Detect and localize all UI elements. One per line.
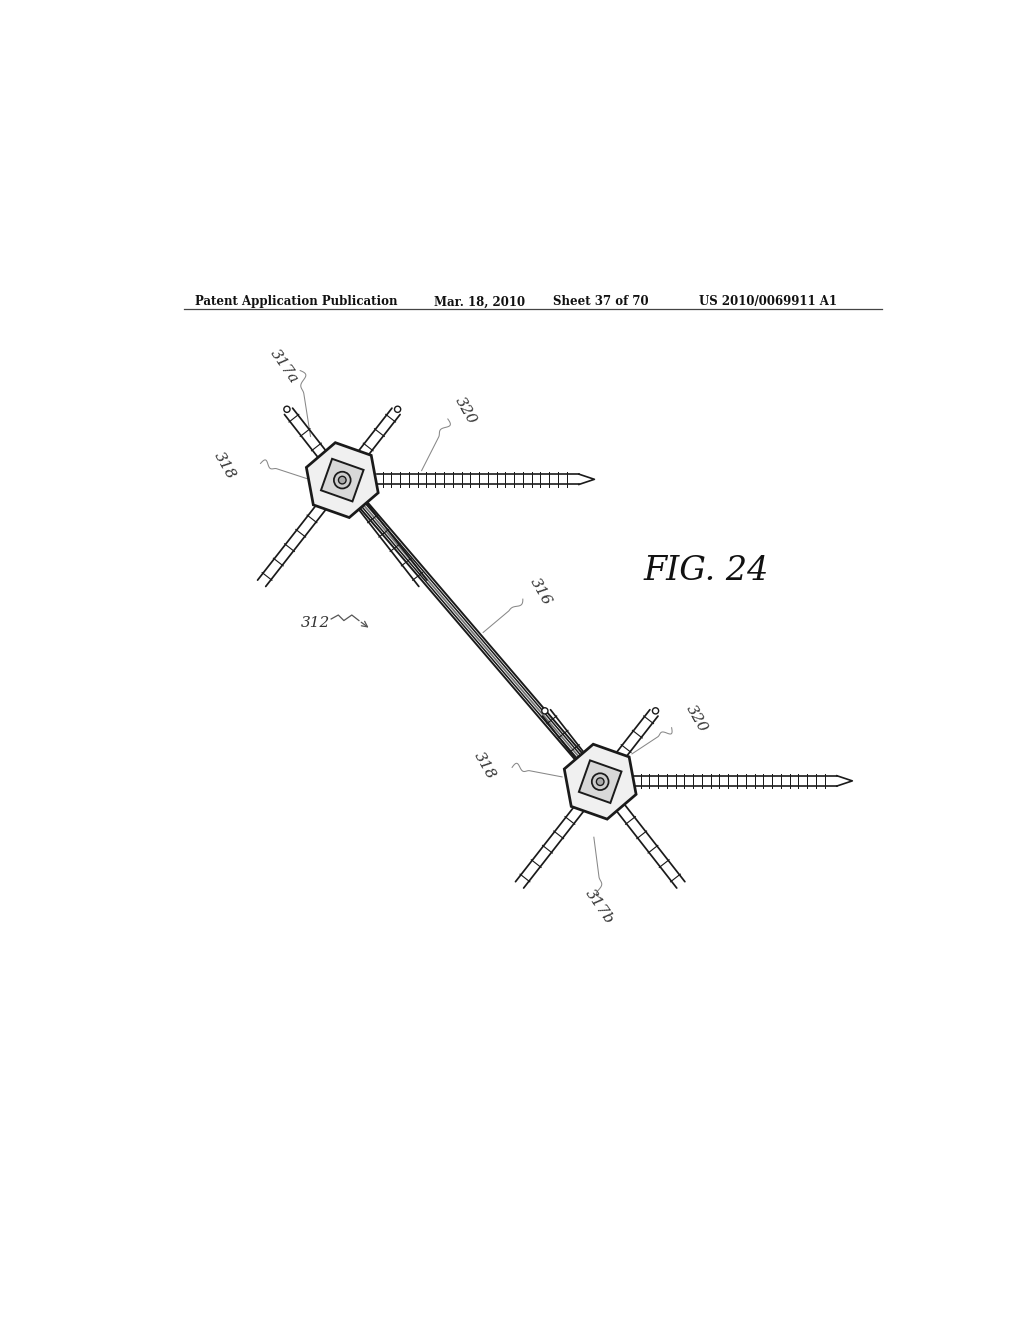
Text: 312: 312 <box>301 616 331 630</box>
Text: FIG. 24: FIG. 24 <box>644 556 769 587</box>
Text: 317b: 317b <box>582 886 615 927</box>
Text: 316: 316 <box>526 576 554 607</box>
Circle shape <box>394 407 400 412</box>
Circle shape <box>339 477 346 484</box>
Text: 317a: 317a <box>267 347 300 387</box>
Text: Sheet 37 of 70: Sheet 37 of 70 <box>553 296 648 309</box>
Text: Patent Application Publication: Patent Application Publication <box>196 296 398 309</box>
Circle shape <box>334 471 350 488</box>
Polygon shape <box>579 760 622 803</box>
Text: US 2010/0069911 A1: US 2010/0069911 A1 <box>699 296 838 309</box>
Polygon shape <box>564 744 636 820</box>
Circle shape <box>542 708 548 714</box>
Circle shape <box>592 774 608 791</box>
Text: 318: 318 <box>211 450 238 482</box>
Circle shape <box>652 708 658 714</box>
Circle shape <box>284 407 290 412</box>
Text: 318: 318 <box>471 750 498 781</box>
Circle shape <box>596 777 604 785</box>
Text: 320: 320 <box>452 395 478 428</box>
Polygon shape <box>321 459 364 502</box>
Polygon shape <box>306 442 378 517</box>
Text: Mar. 18, 2010: Mar. 18, 2010 <box>433 296 524 309</box>
Text: 320: 320 <box>684 702 711 734</box>
